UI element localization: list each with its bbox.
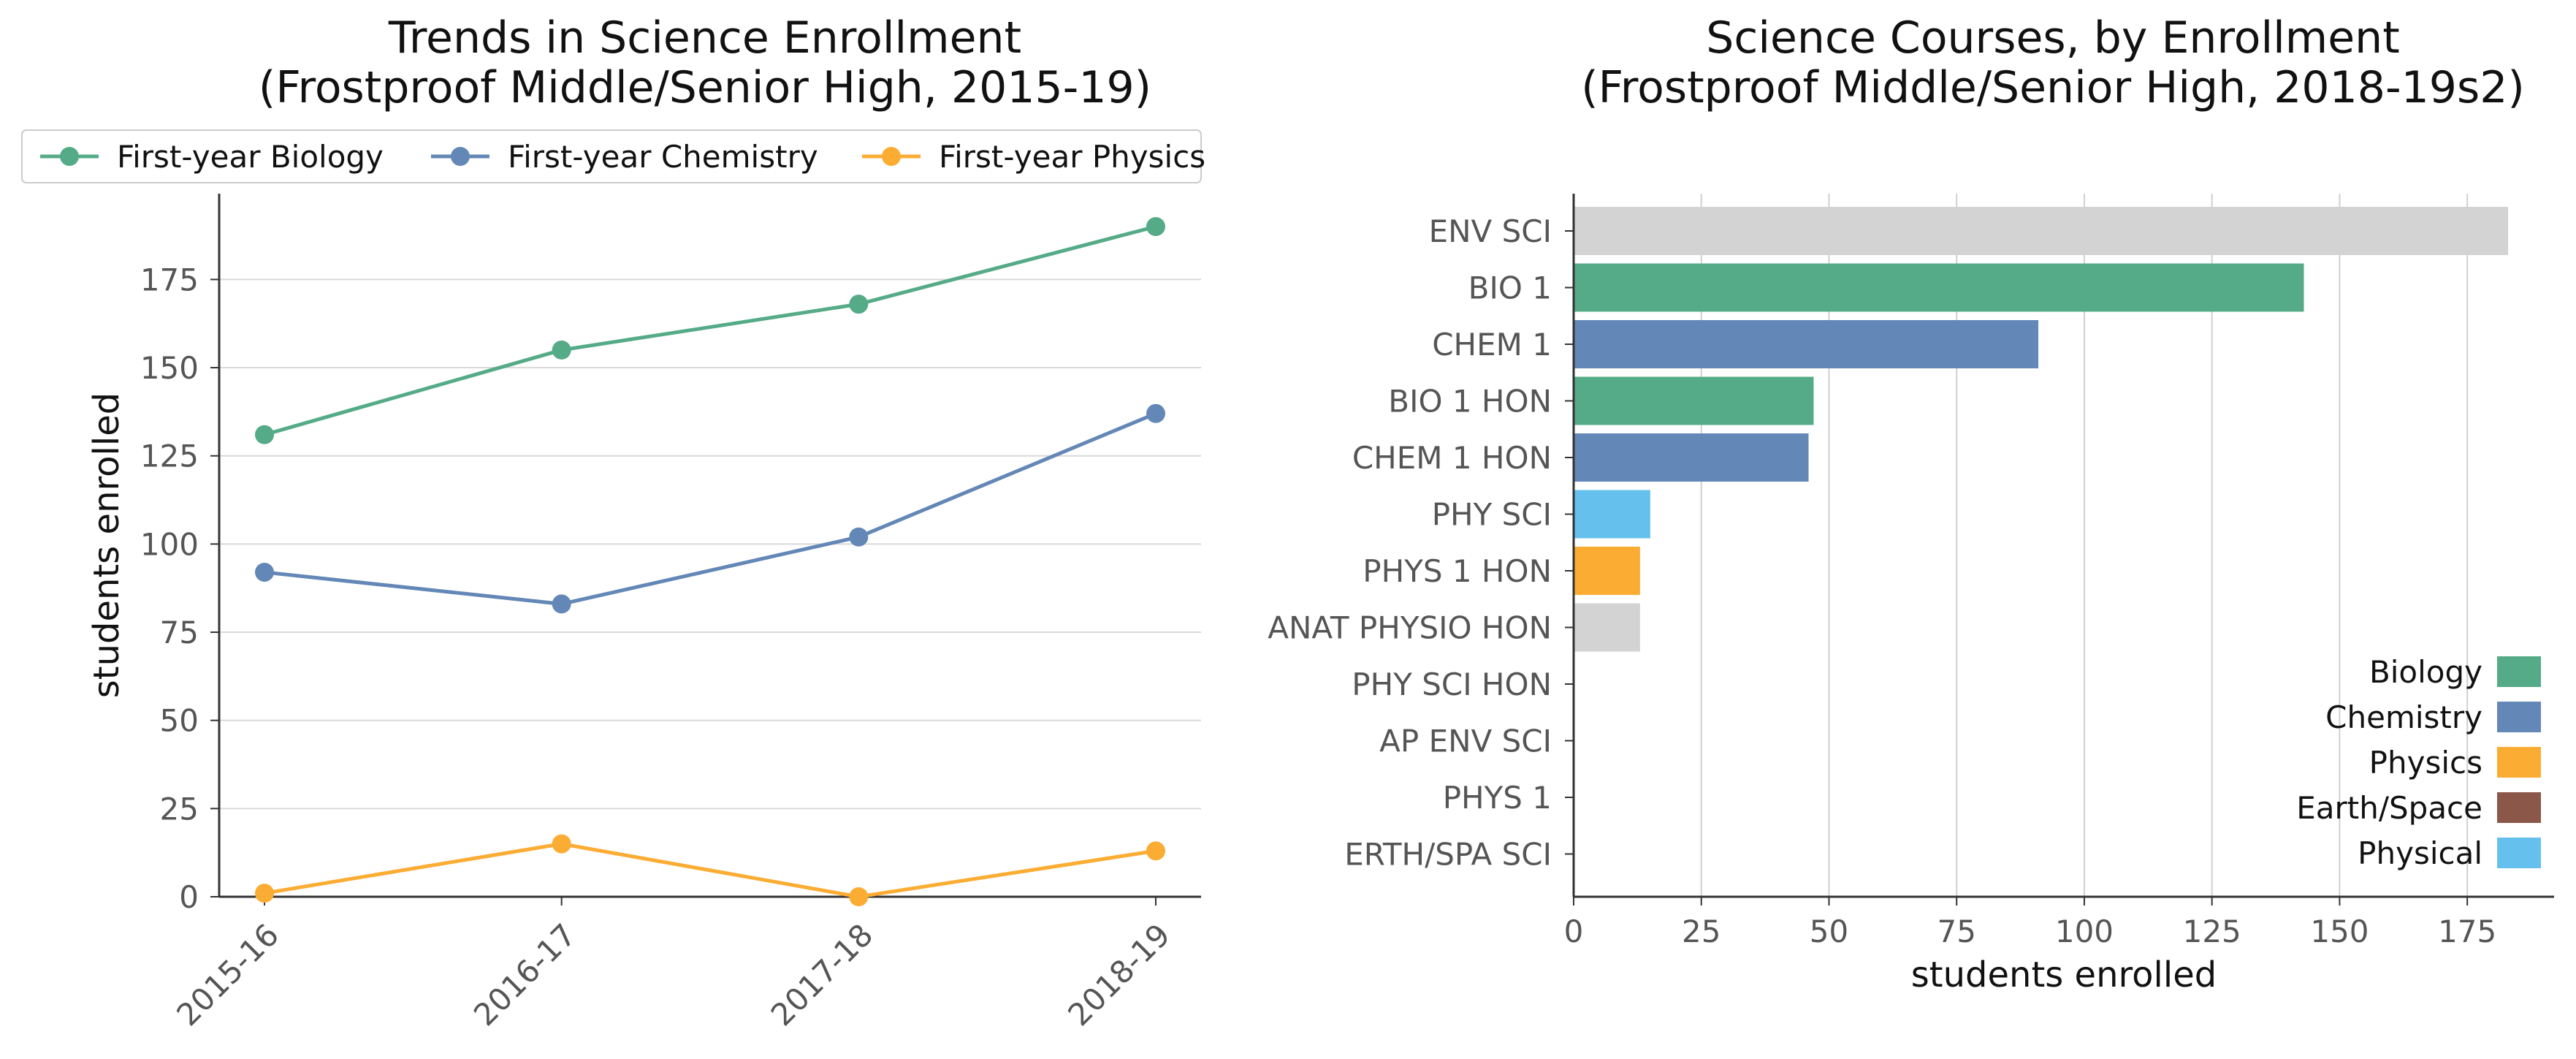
bar-chart-bar [1574, 433, 1809, 482]
bar-chart-x-tick-label: 150 [2310, 914, 2369, 949]
line-chart-series-line [264, 411, 1156, 606]
line-chart-data-point [255, 562, 274, 582]
bar-chart-category-label: PHYS 1 [1443, 780, 1552, 816]
line-chart: Trends in Science Enrollment (Frostproof… [21, 12, 1205, 1033]
line-chart-series-line [264, 842, 1156, 899]
line-chart-title-line-1: Trends in Science Enrollment [388, 12, 1021, 64]
bar-chart-category-label: PHY SCI [1432, 497, 1552, 533]
bar-chart-category-label: CHEM 1 [1432, 327, 1552, 363]
bar-chart-bars [1574, 207, 2509, 652]
bar-chart-category-label: ERTH/SPA SCI [1344, 837, 1552, 873]
bar-chart-bar [1574, 603, 1640, 652]
bar-chart: Science Courses, by Enrollment (Frostpro… [1268, 12, 2554, 995]
line-chart-x-tick-label: 2016-17 [467, 916, 583, 1033]
bar-chart-bar [1574, 263, 2304, 312]
bar-chart-legend-label: Biology [2369, 654, 2482, 690]
bar-chart-x-tick-label: 50 [1810, 914, 1848, 949]
line-chart-series [255, 217, 1165, 906]
line-chart-legend-frame [21, 129, 1202, 183]
line-chart-legend-label: First-year Chemistry [508, 139, 818, 175]
line-chart-title-line-2: (Frostproof Middle/Senior High, 2015-19) [259, 62, 1151, 113]
line-chart-y-tick-label: 150 [140, 350, 199, 386]
line-chart-data-point [552, 340, 571, 360]
line-chart-legend: First-year Biology First-year Chemistry Fi… [21, 129, 1205, 183]
bar-chart-x-ticks: 0 25 50 75 100 125 150 175 [1564, 897, 2496, 949]
line-chart-data-point [255, 884, 274, 903]
bar-chart-x-tick-label: 0 [1564, 914, 1584, 949]
bar-chart-category-label: ENV SCI [1429, 213, 1552, 249]
line-chart-data-point [255, 425, 274, 444]
bar-chart-bar [1574, 207, 2509, 255]
bar-chart-x-tick-label: 175 [2438, 914, 2496, 949]
bar-chart-category-label: BIO 1 HON [1388, 384, 1552, 420]
bar-chart-legend-swatch [2497, 747, 2541, 778]
bar-chart-category-label: AP ENV SCI [1379, 724, 1552, 759]
bar-chart-category-label: PHYS 1 HON [1363, 553, 1552, 589]
bar-chart-legend-swatch [2497, 838, 2541, 868]
bar-chart-category-labels: ENV SCI BIO 1 CHEM 1 BIO 1 HON CHEM 1 HON PHY… [1268, 213, 1574, 873]
line-chart-data-point [1146, 841, 1165, 861]
line-chart-x-tick-label: 2017-18 [764, 916, 880, 1033]
bar-chart-category-label: ANAT PHYSIO HON [1268, 610, 1552, 646]
bar-chart-legend-label: Physics [2369, 745, 2482, 781]
line-chart-legend-marker [451, 147, 470, 166]
line-chart-x-ticks: 2015-16 2016-17 2017-18 2018-19 [169, 897, 1177, 1033]
line-chart-y-tick-label: 100 [140, 526, 199, 562]
line-chart-y-tick-label: 25 [160, 791, 199, 827]
bar-chart-legend-label: Chemistry [2325, 699, 2482, 735]
line-chart-data-point [1146, 403, 1165, 423]
line-chart-data-point [552, 834, 571, 854]
line-chart-y-tick-label: 125 [140, 439, 199, 474]
bar-chart-bar [1574, 376, 1814, 425]
bar-chart-category-label: CHEM 1 HON [1352, 440, 1552, 476]
bar-chart-bar [1574, 547, 1640, 595]
line-chart-y-tick-label: 0 [179, 879, 199, 915]
line-chart-series-line [264, 224, 1156, 437]
bar-chart-legend-label: Physical [2358, 835, 2482, 871]
bar-chart-x-axis-label: students enrolled [1911, 954, 2217, 995]
line-chart-x-tick-label: 2018-19 [1061, 916, 1177, 1033]
line-chart-data-point [1146, 217, 1165, 236]
line-chart-data-point [552, 594, 571, 614]
line-chart-y-tick-label: 50 [160, 703, 199, 739]
line-chart-data-point [849, 527, 869, 547]
bar-chart-x-tick-label: 100 [2055, 914, 2114, 949]
bar-chart-legend-swatch [2497, 792, 2541, 823]
bar-chart-x-tick-label: 25 [1682, 914, 1720, 949]
line-chart-data-point [849, 887, 869, 906]
line-chart-y-axis-label: students enrolled [86, 392, 127, 698]
bar-chart-x-tick-label: 75 [1937, 914, 1975, 949]
line-chart-legend-marker [882, 147, 901, 166]
bar-chart-x-tick-label: 125 [2183, 914, 2241, 949]
line-chart-gridlines [219, 278, 1201, 810]
bar-chart-legend-label: Earth/Space [2296, 790, 2482, 826]
line-chart-y-tick-label: 175 [140, 262, 199, 297]
bar-chart-bar [1574, 490, 1650, 539]
line-chart-x-tick-label: 2015-16 [169, 916, 286, 1033]
line-chart-data-point [849, 295, 869, 314]
line-chart-y-tick-label: 75 [160, 615, 199, 650]
bar-chart-legend: Biology Chemistry Physics Earth/Space Physic… [2296, 654, 2541, 871]
bar-chart-category-label: PHY SCI HON [1352, 667, 1552, 702]
line-chart-legend-marker [60, 147, 79, 166]
bar-chart-title-line-1: Science Courses, by Enrollment [1706, 12, 2399, 64]
bar-chart-title-line-2: (Frostproof Middle/Senior High, 2018-19s… [1581, 62, 2525, 113]
bar-chart-legend-swatch [2497, 702, 2541, 732]
line-chart-legend-label: First-year Biology [117, 139, 384, 175]
line-chart-legend-label: First-year Physics [939, 139, 1205, 175]
bar-chart-category-label: BIO 1 [1468, 270, 1552, 306]
bar-chart-legend-swatch [2497, 656, 2541, 687]
bar-chart-bar [1574, 320, 2039, 368]
line-chart-y-ticks: 0 25 50 75 100 125 150 175 [140, 262, 219, 915]
